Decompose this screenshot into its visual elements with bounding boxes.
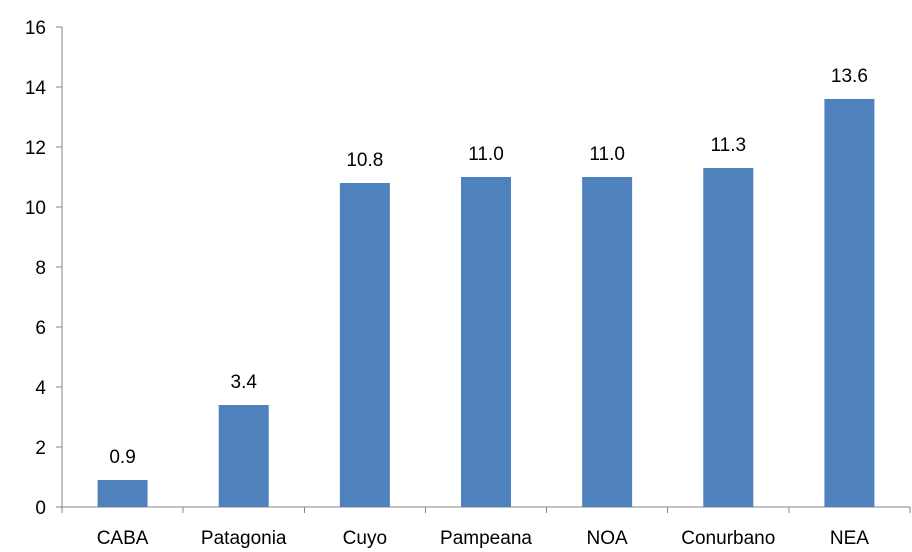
x-tick-label: NEA — [830, 528, 869, 549]
y-tick-label: 10 — [25, 198, 46, 219]
bar-value-label: 10.8 — [346, 150, 383, 171]
y-tick-label: 8 — [35, 258, 46, 279]
y-tick-label: 14 — [25, 78, 47, 99]
bar — [218, 405, 269, 507]
x-tick-label: CABA — [97, 528, 149, 549]
x-axis: CABA Patagonia Cuyo Pampeana NOA Conurbano NEA — [61, 506, 911, 549]
data-labels: 0.9 3.4 10.8 11.0 11.0 11.3 13.6 — [109, 66, 868, 468]
x-tick-label: Pampeana — [440, 528, 532, 549]
x-tick-label: NOA — [587, 528, 629, 549]
bar — [97, 480, 148, 507]
x-tick-label: Patagonia — [201, 528, 287, 549]
bar-value-label: 11.3 — [710, 135, 746, 156]
y-axis: 0 2 4 6 8 10 12 14 16 — [25, 18, 63, 519]
bar — [339, 183, 390, 507]
x-tick-label: Conurbano — [681, 528, 775, 549]
bar — [461, 177, 511, 507]
bar-series — [97, 99, 875, 507]
bar-value-label: 3.4 — [231, 372, 258, 393]
bar — [582, 177, 633, 507]
bar-value-label: 0.9 — [109, 447, 135, 468]
bar — [824, 99, 875, 507]
y-tick-label: 0 — [35, 498, 46, 519]
x-tick-label: Cuyo — [343, 528, 387, 549]
y-tick-label: 4 — [35, 378, 46, 399]
bar-value-label: 11.0 — [468, 144, 504, 165]
bar-value-label: 11.0 — [589, 144, 625, 165]
bar — [703, 168, 754, 507]
y-tick-label: 2 — [35, 438, 46, 459]
y-tick-label: 12 — [25, 138, 46, 159]
bar-value-label: 13.6 — [831, 66, 868, 87]
y-tick-label: 16 — [25, 18, 46, 39]
y-tick-label: 6 — [35, 318, 46, 339]
